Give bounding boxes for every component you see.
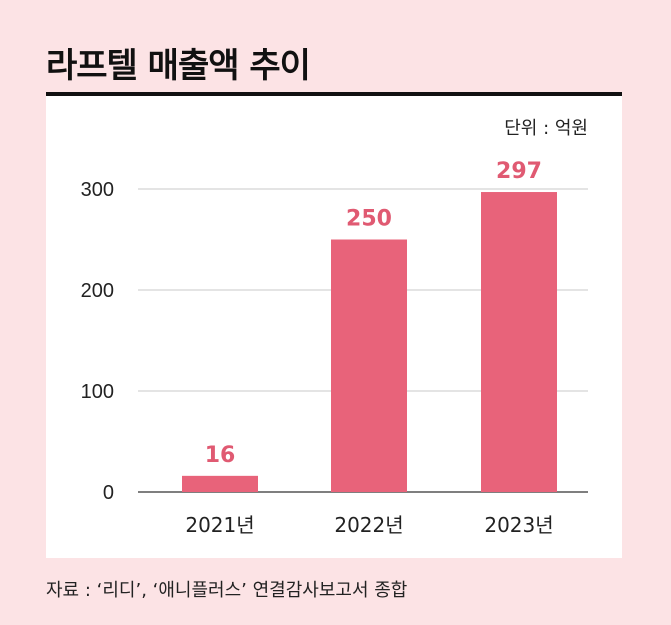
bars bbox=[182, 192, 557, 492]
bar-2022년 bbox=[331, 239, 407, 492]
x-tick-label: 2023년 bbox=[484, 513, 553, 537]
y-tick-label: 100 bbox=[81, 381, 114, 403]
y-axis-ticks: 0 100 200 300 bbox=[81, 179, 114, 504]
x-axis-ticks: 2021년 2022년 2023년 bbox=[185, 513, 553, 537]
bar-chart: 0 100 200 300 16 250 297 2021년 2022년 2023년 bbox=[81, 159, 588, 537]
chart-title: 라프텔 매출액 추이 bbox=[46, 46, 311, 86]
chart-panel: 단위 : 억원 0 100 200 300 16 250 297 2021년 2022년 20… bbox=[46, 96, 622, 558]
bar-2023년 bbox=[481, 192, 557, 492]
y-tick-label: 0 bbox=[103, 482, 114, 504]
y-tick-label: 200 bbox=[81, 280, 114, 302]
bar-2021년 bbox=[182, 475, 258, 492]
value-label: 250 bbox=[346, 207, 392, 232]
unit-label: 단위 : 억원 bbox=[504, 118, 588, 139]
x-tick-label: 2021년 bbox=[185, 513, 254, 537]
value-label: 16 bbox=[205, 443, 236, 468]
title-divider bbox=[46, 92, 622, 96]
source-note: 자료 : ‘리디’, ‘애니플러스’ 연결감사보고서 종합 bbox=[46, 580, 408, 601]
value-label: 297 bbox=[496, 159, 542, 184]
y-tick-label: 300 bbox=[81, 179, 114, 201]
x-tick-label: 2022년 bbox=[334, 513, 403, 537]
value-labels: 16 250 297 bbox=[205, 159, 542, 468]
